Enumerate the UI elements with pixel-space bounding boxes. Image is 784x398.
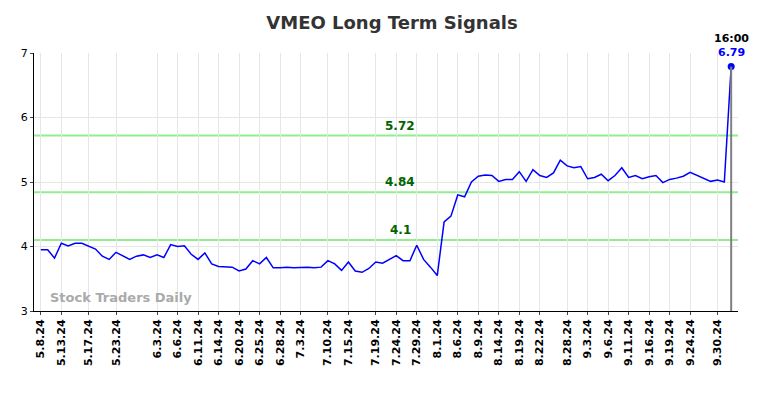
svg-text:8.1.24: 8.1.24	[431, 319, 444, 358]
svg-text:4.84: 4.84	[385, 175, 415, 189]
svg-text:6.28.24: 6.28.24	[274, 319, 287, 366]
svg-text:7.24.24: 7.24.24	[390, 319, 403, 366]
svg-text:9.11.24: 9.11.24	[622, 319, 635, 366]
svg-text:8.14.24: 8.14.24	[492, 319, 505, 366]
svg-text:6.11.24: 6.11.24	[192, 319, 205, 366]
svg-text:6.14.24: 6.14.24	[212, 319, 225, 366]
svg-text:9.16.24: 9.16.24	[643, 319, 656, 366]
svg-text:5.72: 5.72	[385, 119, 415, 133]
svg-text:VMEO Long Term Signals: VMEO Long Term Signals	[266, 12, 517, 33]
svg-text:6: 6	[21, 111, 28, 124]
svg-text:4.1: 4.1	[390, 223, 411, 237]
svg-text:6.25.24: 6.25.24	[253, 319, 266, 366]
svg-text:8.19.24: 8.19.24	[513, 319, 526, 366]
svg-text:3: 3	[21, 305, 28, 318]
svg-text:8.22.24: 8.22.24	[533, 319, 546, 366]
svg-text:5.23.24: 5.23.24	[110, 319, 123, 366]
svg-text:7.10.24: 7.10.24	[321, 319, 334, 366]
svg-text:7.29.24: 7.29.24	[410, 319, 423, 366]
svg-text:8.28.24: 8.28.24	[561, 319, 574, 366]
svg-text:9.30.24: 9.30.24	[711, 319, 724, 366]
svg-text:9.6.24: 9.6.24	[602, 319, 615, 358]
svg-text:9.3.24: 9.3.24	[581, 319, 594, 358]
svg-text:5.13.24: 5.13.24	[55, 319, 68, 366]
svg-text:8.9.24: 8.9.24	[472, 319, 485, 358]
svg-text:7.19.24: 7.19.24	[369, 319, 382, 366]
svg-text:9.19.24: 9.19.24	[663, 319, 676, 366]
svg-text:16:00: 16:00	[714, 32, 749, 45]
svg-text:Stock Traders Daily: Stock Traders Daily	[50, 290, 192, 305]
svg-text:7: 7	[21, 47, 28, 60]
svg-text:6.6.24: 6.6.24	[171, 319, 184, 358]
svg-text:8.6.24: 8.6.24	[451, 319, 464, 358]
svg-text:9.24.24: 9.24.24	[684, 319, 697, 366]
svg-text:6.20.24: 6.20.24	[233, 319, 246, 366]
svg-text:4: 4	[21, 240, 28, 253]
svg-text:6.3.24: 6.3.24	[151, 319, 164, 358]
svg-text:5.17.24: 5.17.24	[82, 319, 95, 366]
svg-text:5.8.24: 5.8.24	[34, 319, 47, 358]
svg-text:5: 5	[21, 176, 28, 189]
svg-text:6.79: 6.79	[718, 46, 745, 59]
svg-text:7.15.24: 7.15.24	[342, 319, 355, 366]
svg-text:7.3.24: 7.3.24	[294, 319, 307, 358]
